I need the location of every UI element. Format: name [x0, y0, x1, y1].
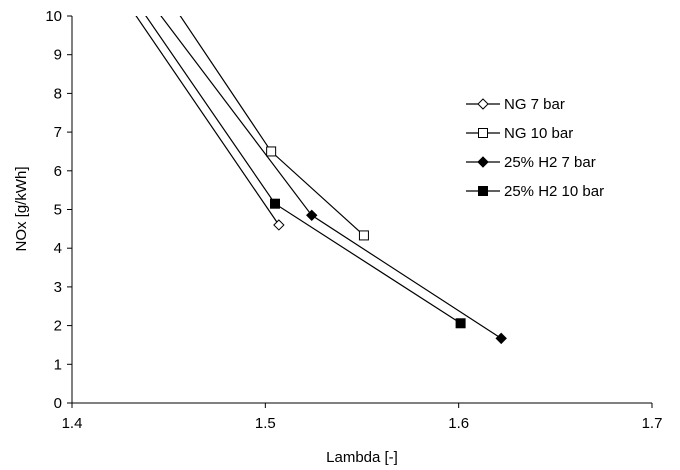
x-tick-label: 1.7	[642, 415, 663, 432]
y-tick-label: 2	[54, 318, 62, 335]
x-tick-label: 1.6	[448, 415, 469, 432]
series-line	[160, 16, 502, 339]
y-tick-label: 3	[54, 279, 62, 296]
series-line	[179, 16, 365, 236]
data-point	[495, 332, 507, 345]
data-point	[273, 219, 285, 231]
y-tick-label: 4	[54, 240, 62, 257]
x-axis-title: Lambda [-]	[326, 449, 398, 466]
markers-layer	[266, 146, 507, 345]
y-tick-label: 5	[54, 202, 62, 219]
legend-marker	[477, 98, 489, 110]
legend-label: 25% H2 10 bar	[504, 183, 604, 200]
y-tick-label: 0	[54, 395, 62, 412]
legend-label: 25% H2 7 bar	[504, 154, 596, 171]
data-point	[358, 230, 369, 241]
data-point	[266, 146, 277, 157]
y-tick-label: 8	[54, 85, 62, 102]
y-tick-label: 9	[54, 47, 62, 64]
series-layer	[135, 16, 502, 339]
data-point	[270, 198, 280, 209]
data-point	[306, 209, 318, 222]
x-tick-label: 1.5	[255, 415, 276, 432]
y-axis-title: NOx [g/kWh]	[13, 166, 30, 251]
series-line	[135, 16, 280, 226]
y-tick-label: 1	[54, 356, 62, 373]
x-tick-label: 1.4	[62, 415, 83, 432]
y-tick-label: 10	[45, 8, 62, 25]
y-tick-label: 6	[54, 163, 62, 180]
legend-marker	[478, 186, 488, 196]
y-tick-label: 7	[54, 124, 62, 141]
legend: NG 7 bar NG 10 bar 25% H2 7 bar 25% H2 10 b…	[466, 96, 604, 200]
legend-marker	[478, 128, 488, 138]
legend-marker	[477, 156, 489, 168]
legend-label: NG 7 bar	[504, 96, 565, 113]
data-point	[455, 318, 466, 329]
legend-label: NG 10 bar	[504, 125, 573, 142]
axes: 0 1 2 3 4 5 6 7 8 9 10 1.4 1.5 1.6 1.7	[45, 8, 662, 432]
series-line	[145, 16, 461, 324]
